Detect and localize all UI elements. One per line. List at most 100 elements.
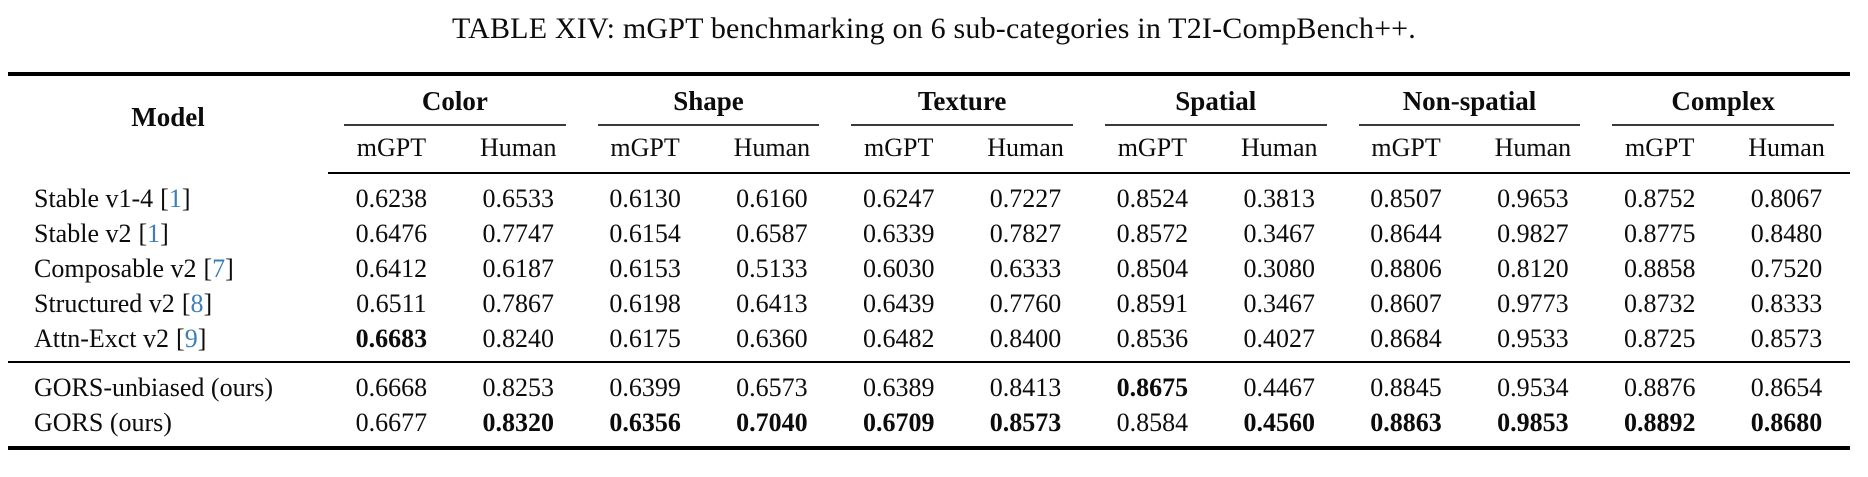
value-cell: 0.7040 bbox=[736, 408, 808, 437]
value-cell: 0.8536 bbox=[1116, 324, 1189, 353]
subcol-header-human: Human bbox=[962, 126, 1089, 174]
value-cell: 0.8333 bbox=[1750, 289, 1823, 318]
group-header-complex: Complex bbox=[1596, 76, 1850, 126]
benchmark-table-wrap: Model Color Shape Texture Spatial Non-sp… bbox=[8, 72, 1850, 450]
table-row: Structured v2 [8] 0.6511 0.7867 0.6198 0.… bbox=[8, 286, 1850, 321]
value-cell: 0.6511 bbox=[356, 289, 427, 318]
group-label-spatial: Spatial bbox=[1104, 76, 1327, 126]
value-cell: 0.8573 bbox=[989, 408, 1062, 437]
value-cell: 0.8573 bbox=[1750, 324, 1823, 353]
value-cell: 0.8400 bbox=[989, 324, 1062, 353]
value-cell: 0.7227 bbox=[989, 184, 1062, 213]
value-cell: 0.8120 bbox=[1497, 254, 1569, 283]
model-cell: Stable v1-4 [1] bbox=[8, 173, 328, 216]
model-cell: GORS-unbiased (ours) bbox=[8, 362, 328, 405]
value-cell: 0.3813 bbox=[1243, 184, 1315, 213]
value-cell: 0.8572 bbox=[1116, 219, 1189, 248]
citation-link[interactable]: [7] bbox=[203, 254, 234, 283]
model-cell: GORS (ours) bbox=[8, 405, 328, 446]
value-cell: 0.8725 bbox=[1623, 324, 1696, 353]
value-cell: 0.6709 bbox=[862, 408, 935, 437]
benchmark-table: Model Color Shape Texture Spatial Non-sp… bbox=[8, 76, 1850, 446]
citation-link[interactable]: [9] bbox=[176, 324, 207, 353]
value-cell: 0.8320 bbox=[482, 408, 554, 437]
group-header-spatial: Spatial bbox=[1089, 76, 1343, 126]
value-cell: 0.6683 bbox=[355, 324, 428, 353]
model-name: Stable v2 bbox=[34, 219, 132, 248]
value-cell: 0.8752 bbox=[1623, 184, 1696, 213]
subcol-header-human: Human bbox=[1469, 126, 1597, 174]
table-row: Stable v1-4 [1] 0.6238 0.6533 0.6130 0.61… bbox=[8, 173, 1850, 216]
value-cell: 0.6476 bbox=[355, 219, 428, 248]
model-name: Stable v1-4 bbox=[34, 183, 154, 213]
value-cell: 0.8680 bbox=[1750, 408, 1823, 437]
table-row: Composable v2 [7] 0.6412 0.6187 0.6153 0.… bbox=[8, 251, 1850, 286]
value-cell: 0.8863 bbox=[1370, 408, 1442, 437]
subcol-header-mgpt: mGPT bbox=[835, 126, 963, 174]
value-cell: 0.8675 bbox=[1116, 373, 1189, 402]
model-column-header: Model bbox=[131, 102, 205, 132]
value-cell: 0.8684 bbox=[1370, 324, 1442, 353]
value-cell: 0.6154 bbox=[609, 219, 681, 248]
subheader-row: mGPT Human mGPT Human mGPT Human mGPT Hu… bbox=[8, 126, 1850, 174]
value-cell: 0.6587 bbox=[736, 219, 808, 248]
group-label-non-spatial: Non-spatial bbox=[1358, 76, 1581, 126]
citation-link[interactable]: [8] bbox=[181, 289, 213, 318]
value-cell: 0.6247 bbox=[862, 184, 935, 213]
value-cell: 0.8732 bbox=[1623, 289, 1696, 318]
group-header-row: Model Color Shape Texture Spatial Non-sp… bbox=[8, 76, 1850, 132]
model-name: GORS-unbiased (ours) bbox=[34, 373, 274, 402]
value-cell: 0.7867 bbox=[482, 289, 554, 318]
value-cell: 0.6030 bbox=[862, 254, 935, 283]
subcol-header-mgpt: mGPT bbox=[1342, 126, 1470, 174]
value-cell: 0.6389 bbox=[862, 373, 935, 402]
value-cell: 0.8806 bbox=[1370, 254, 1442, 283]
value-cell: 0.6153 bbox=[609, 254, 681, 283]
value-cell: 0.6439 bbox=[862, 289, 935, 318]
citation-link[interactable]: [1] bbox=[160, 183, 191, 213]
value-cell: 0.4027 bbox=[1243, 324, 1315, 353]
value-cell: 0.8892 bbox=[1623, 408, 1696, 437]
value-cell: 0.8591 bbox=[1116, 289, 1189, 318]
citation-link[interactable]: [1] bbox=[138, 219, 169, 248]
value-cell: 0.3467 bbox=[1243, 219, 1315, 248]
value-cell: 0.9853 bbox=[1497, 408, 1569, 437]
value-cell: 0.3080 bbox=[1243, 254, 1315, 283]
value-cell: 0.7520 bbox=[1750, 254, 1823, 283]
value-cell: 0.6360 bbox=[736, 324, 808, 353]
value-cell: 0.9827 bbox=[1497, 219, 1569, 248]
value-cell: 0.5133 bbox=[736, 254, 808, 283]
value-cell: 0.6399 bbox=[609, 373, 681, 402]
value-cell: 0.8845 bbox=[1370, 373, 1442, 402]
value-cell: 0.6413 bbox=[736, 289, 808, 318]
value-cell: 0.6187 bbox=[482, 254, 554, 283]
group-label-texture: Texture bbox=[851, 76, 1073, 126]
value-cell: 0.6130 bbox=[609, 184, 681, 213]
value-cell: 0.9653 bbox=[1497, 184, 1569, 213]
value-cell: 0.8876 bbox=[1623, 373, 1696, 402]
value-cell: 0.8253 bbox=[482, 373, 554, 402]
value-cell: 0.8644 bbox=[1370, 219, 1442, 248]
value-cell: 0.8067 bbox=[1750, 184, 1823, 213]
value-cell: 0.8858 bbox=[1623, 254, 1696, 283]
model-cell: Composable v2 [7] bbox=[8, 251, 328, 286]
model-name: Structured v2 bbox=[34, 289, 175, 318]
value-cell: 0.7827 bbox=[989, 219, 1062, 248]
subcol-header-mgpt: mGPT bbox=[1596, 126, 1724, 174]
value-cell: 0.6238 bbox=[355, 184, 428, 213]
value-cell: 0.4467 bbox=[1243, 373, 1315, 402]
model-name: Composable v2 bbox=[34, 254, 197, 283]
value-cell: 0.6668 bbox=[355, 373, 428, 402]
table-row: Attn-Exct v2 [9] 0.6683 0.8240 0.6175 0.6… bbox=[8, 321, 1850, 362]
value-cell: 0.6412 bbox=[355, 254, 428, 283]
value-cell: 0.8584 bbox=[1116, 408, 1189, 437]
subcol-header-human: Human bbox=[708, 126, 836, 174]
value-cell: 0.8413 bbox=[989, 373, 1062, 402]
model-cell: Attn-Exct v2 [9] bbox=[8, 321, 328, 362]
value-cell: 0.9533 bbox=[1497, 324, 1569, 353]
subcol-header-human: Human bbox=[1723, 126, 1850, 174]
subcol-header-human: Human bbox=[454, 126, 582, 174]
group-label-color: Color bbox=[344, 76, 566, 126]
value-cell: 0.7760 bbox=[989, 289, 1062, 318]
value-cell: 0.6677 bbox=[355, 408, 428, 437]
